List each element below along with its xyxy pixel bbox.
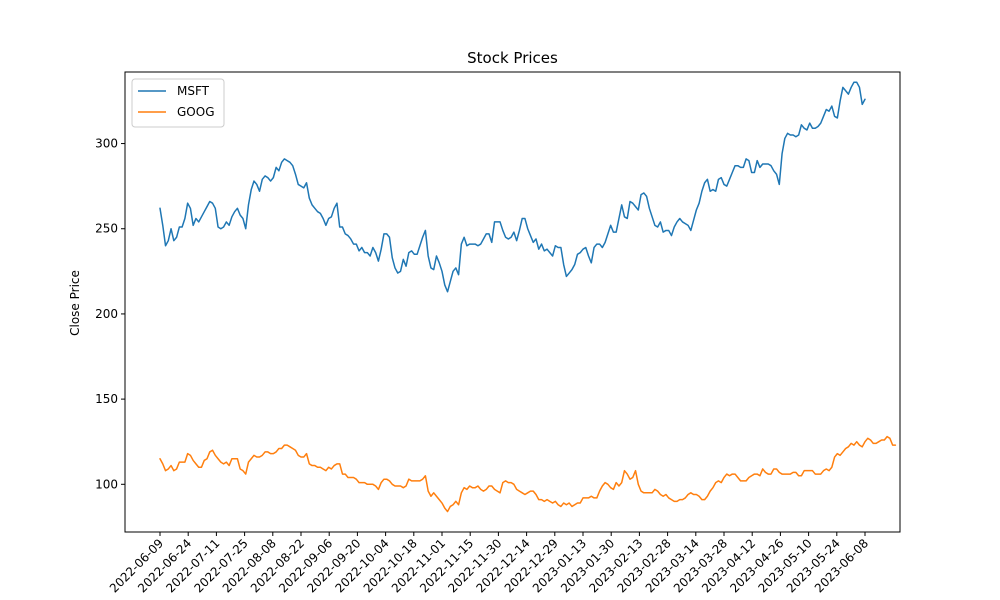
plot-frame: [124, 71, 901, 533]
y-axis: 100 150 200 250 300: [95, 137, 125, 491]
chart-title: Stock Prices: [467, 49, 558, 67]
legend-label-msft: MSFT: [177, 84, 210, 98]
legend-label-goog: GOOG: [177, 105, 215, 119]
y-axis-label: Close Price: [68, 270, 82, 336]
y-tick-label: 100: [95, 477, 118, 491]
series-line-msft: [159, 81, 866, 293]
y-tick-label: 250: [95, 222, 118, 236]
series-line-goog: [159, 435, 897, 513]
y-tick-label: 300: [95, 137, 118, 151]
y-tick-label: 150: [95, 392, 118, 406]
y-tick-label: 200: [95, 307, 118, 321]
series-layer: [159, 81, 897, 513]
legend: MSFT GOOG: [131, 78, 225, 128]
